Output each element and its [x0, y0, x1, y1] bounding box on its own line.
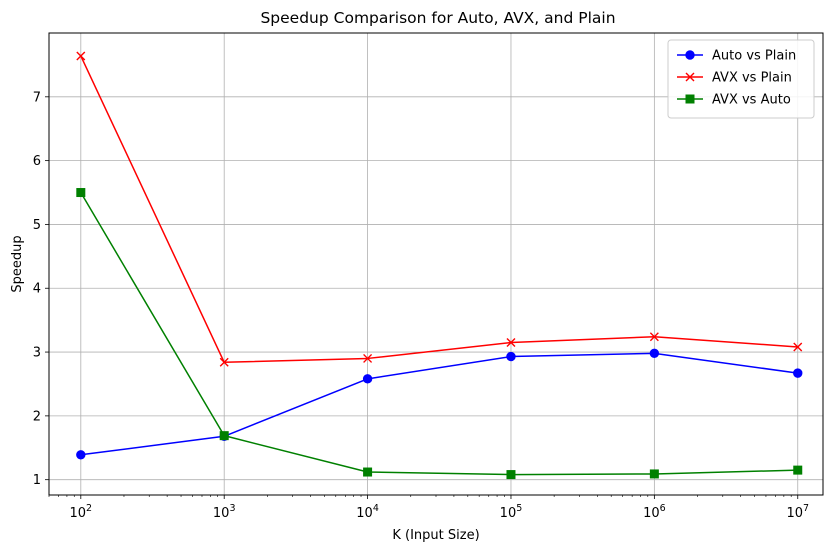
legend-label: AVX vs Auto: [712, 93, 791, 108]
x-tick-label: 106: [643, 503, 666, 521]
x-tick-label: 103: [213, 503, 236, 521]
y-tick-label: 7: [33, 90, 41, 105]
y-axis-label: Speedup: [10, 235, 25, 292]
y-tick-label: 3: [33, 346, 41, 361]
data-point-avx-vs-plain: [649, 332, 659, 342]
legend-item-avx-vs-auto: AVX vs Auto: [677, 93, 791, 108]
x-marker-stroke: [793, 342, 803, 352]
x-marker-stroke: [685, 72, 695, 82]
legend-marker: [685, 72, 695, 82]
legend: Auto vs Plain AVX vs Plain AVX vs Auto: [667, 39, 815, 119]
y-tick-label: 2: [33, 409, 41, 424]
x-tick-label: 107: [786, 503, 809, 521]
data-point-auto-vs-plain: [76, 450, 86, 460]
data-point-avx-vs-plain: [363, 353, 373, 363]
data-point-avx-vs-plain: [219, 357, 229, 367]
series-layer: [76, 51, 803, 480]
data-point-avx-vs-auto: [793, 465, 803, 475]
series-line-auto-vs-plain: [80, 352, 798, 456]
data-point-avx-vs-auto: [506, 470, 516, 480]
legend-label: AVX vs Plain: [712, 71, 792, 86]
series-avx-vs-auto: [76, 188, 803, 480]
data-point-auto-vs-plain: [793, 368, 803, 378]
x-tick-label: 105: [500, 503, 523, 521]
legend-item-avx-vs-plain: AVX vs Plain: [677, 71, 792, 86]
data-point-avx-vs-plain: [793, 342, 803, 352]
series-avx-vs-plain: [76, 51, 803, 367]
series-line-avx-vs-auto: [80, 192, 798, 476]
legend-label: Auto vs Plain: [712, 49, 796, 64]
y-tick-label: 5: [33, 218, 41, 233]
legend-item-auto-vs-plain: Auto vs Plain: [677, 49, 796, 64]
data-point-auto-vs-plain: [362, 374, 373, 384]
series-line-avx-vs-plain: [80, 55, 798, 364]
data-point-avx-vs-plain: [76, 51, 86, 61]
chart-title: Speedup Comparison for Auto, AVX, and Pl…: [260, 9, 615, 27]
y-tick-label: 6: [33, 154, 41, 169]
data-point-avx-vs-auto: [219, 431, 229, 441]
series-auto-vs-plain: [76, 348, 803, 460]
x-marker-stroke: [219, 357, 229, 367]
x-tick-label: 104: [356, 503, 379, 521]
data-point-avx-vs-auto: [363, 467, 373, 477]
data-point-avx-vs-auto: [649, 469, 659, 479]
data-point-avx-vs-auto: [76, 188, 86, 198]
data-point-avx-vs-plain: [506, 337, 516, 347]
x-axis: 102 103 104 105 106 107: [48, 495, 809, 521]
x-marker-stroke: [363, 353, 373, 363]
y-tick-label: 1: [33, 473, 41, 488]
x-marker-stroke: [649, 332, 659, 342]
legend-box: [667, 39, 815, 119]
data-point-auto-vs-plain: [506, 351, 516, 362]
legend-marker: [685, 50, 695, 60]
y-axis: 1 2 3 4 5 6 7: [33, 90, 49, 488]
x-marker-stroke: [506, 337, 516, 347]
x-axis-label: K (Input Size): [392, 528, 479, 543]
x-tick-label: 102: [70, 503, 93, 521]
data-point-auto-vs-plain: [649, 348, 660, 359]
y-tick-label: 4: [33, 282, 41, 297]
legend-marker: [685, 94, 695, 104]
x-marker-stroke: [76, 51, 86, 61]
